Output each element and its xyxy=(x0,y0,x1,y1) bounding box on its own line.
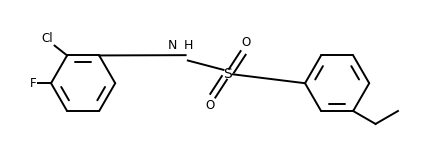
Text: F: F xyxy=(30,77,37,90)
Text: N: N xyxy=(167,40,177,52)
Text: O: O xyxy=(206,99,215,112)
Text: H: H xyxy=(183,40,193,52)
Text: S: S xyxy=(224,67,232,81)
Text: Cl: Cl xyxy=(41,32,53,45)
Text: O: O xyxy=(241,36,250,49)
